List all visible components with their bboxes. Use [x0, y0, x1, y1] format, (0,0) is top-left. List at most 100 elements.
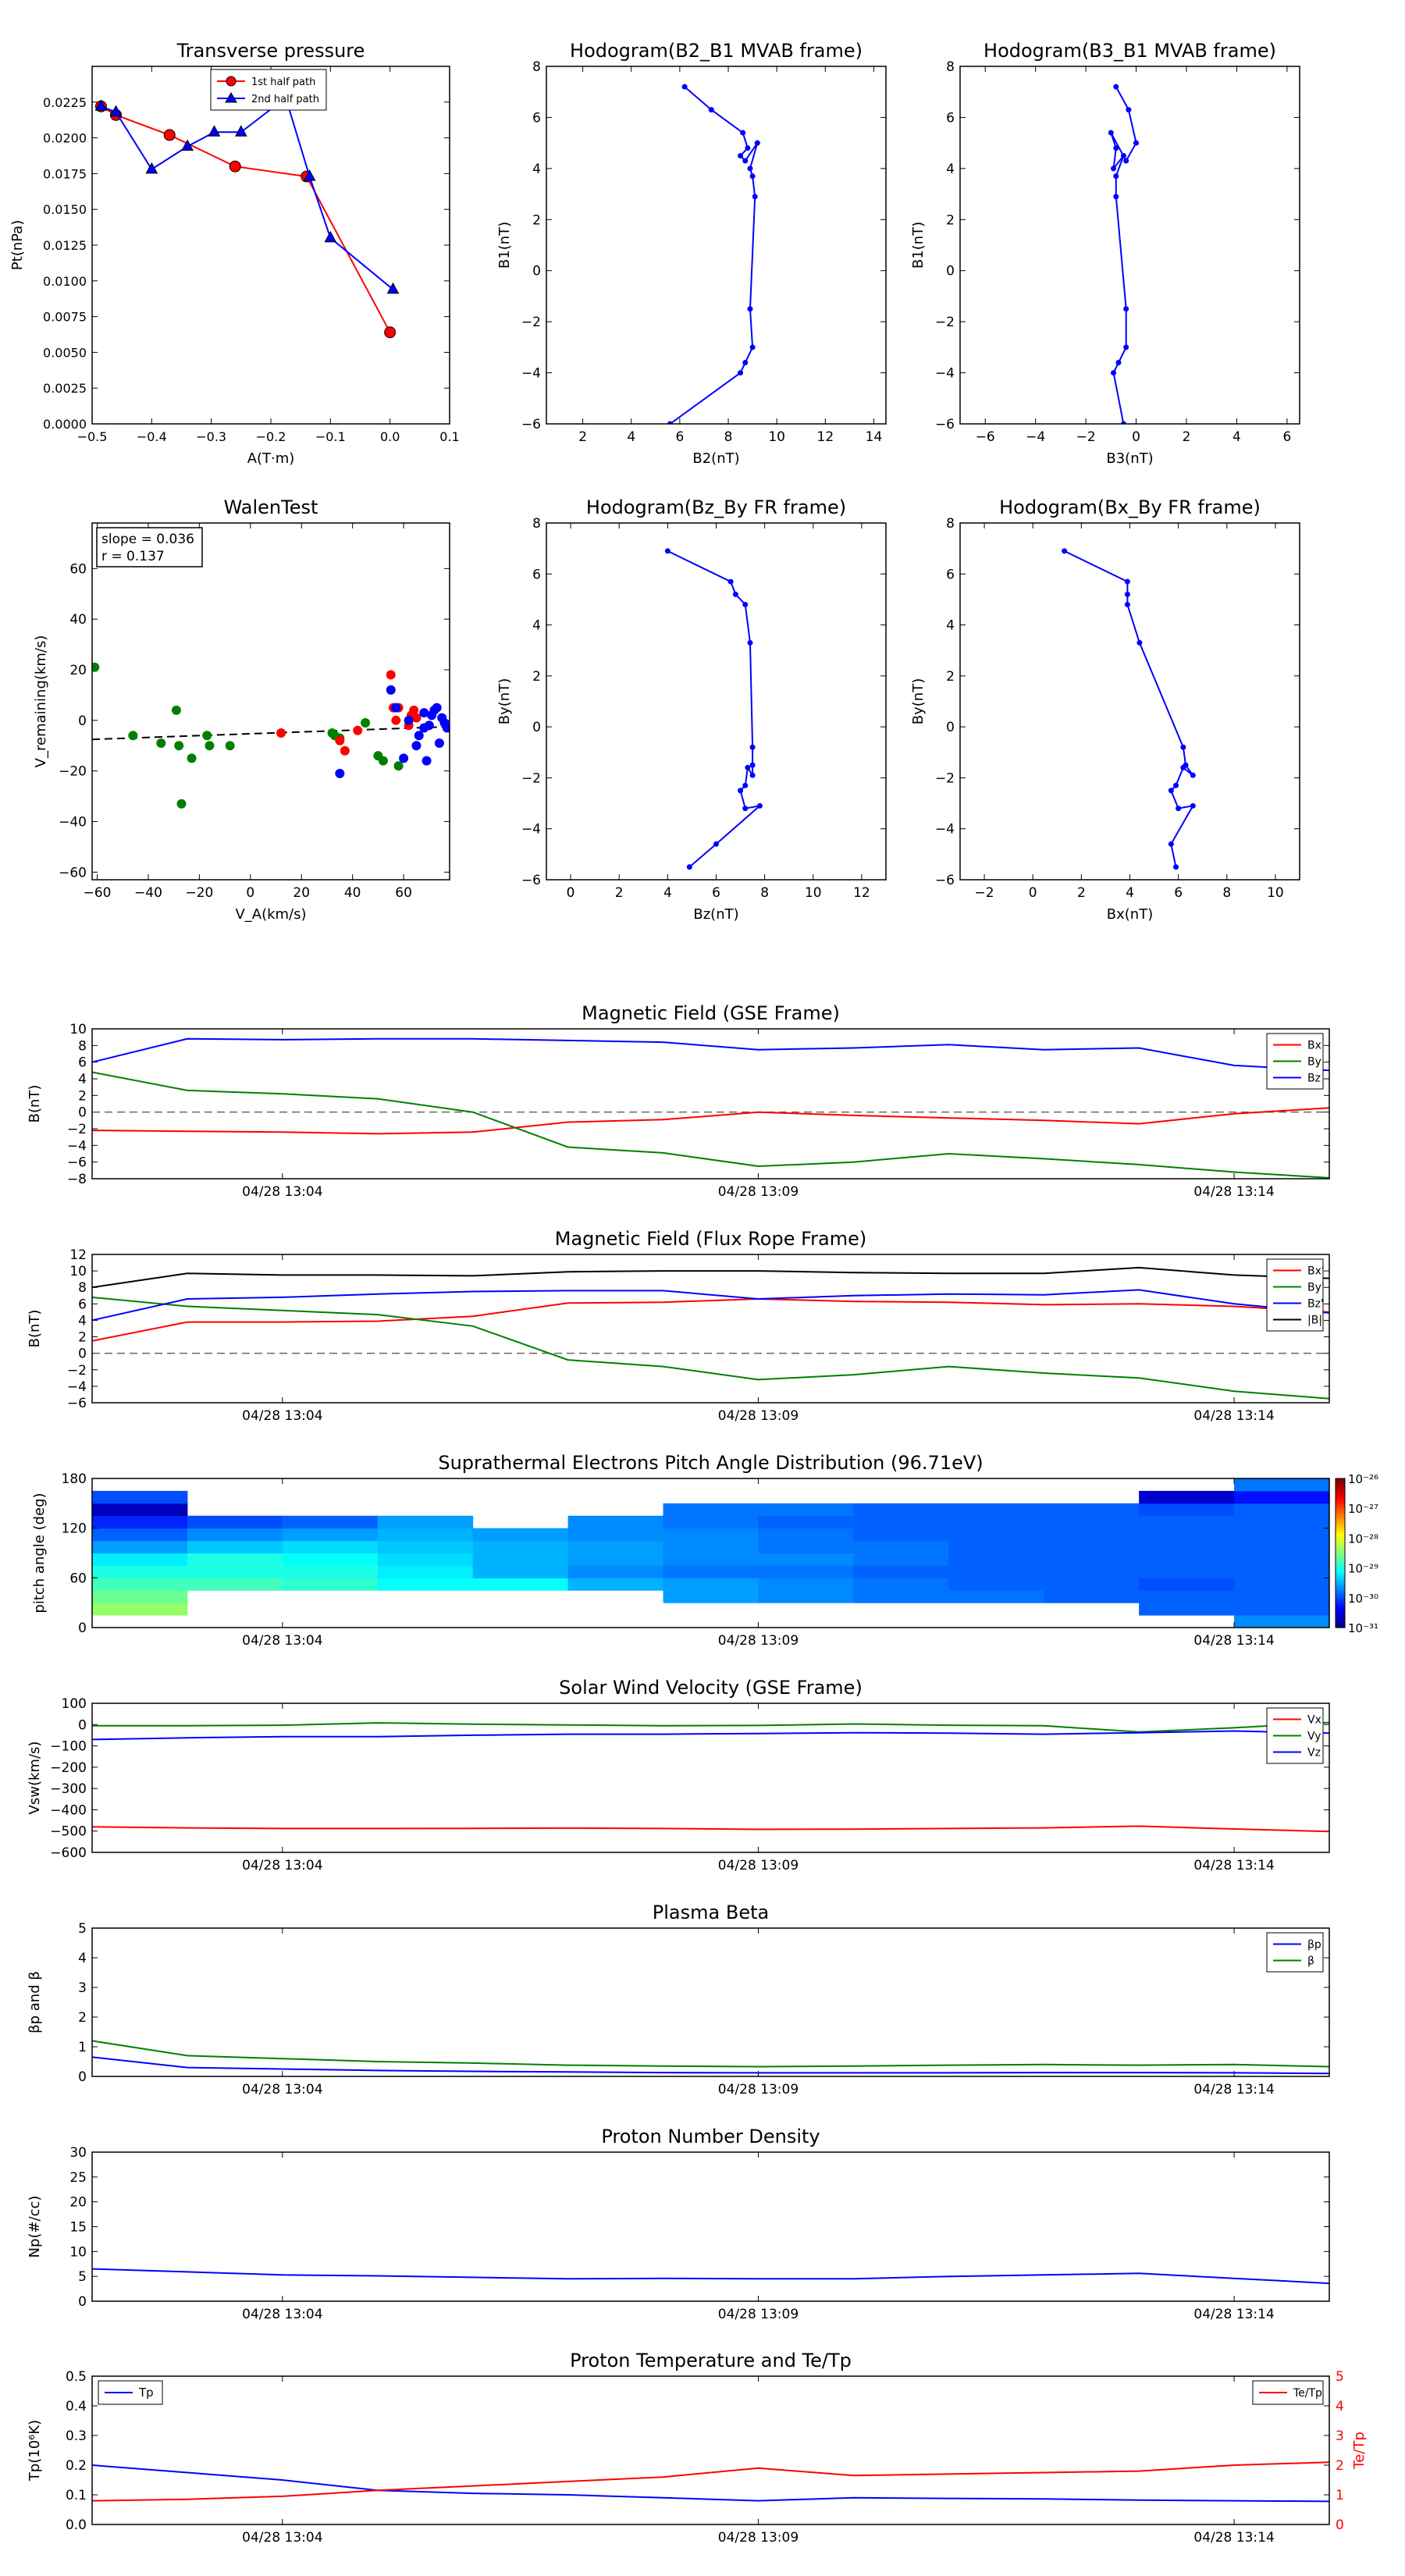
heatmap-cell — [948, 1578, 1044, 1591]
heatmap-cell — [948, 1590, 1044, 1603]
plot-frame — [91, 2151, 1330, 2302]
y-tick-label: 0.3 — [66, 2428, 87, 2444]
heatmap-cell — [663, 1528, 759, 1542]
heatmap-cell — [663, 1553, 759, 1566]
y2-tick-label: 2 — [1336, 2458, 1344, 2474]
y-tick-label: 0.2 — [66, 2458, 87, 2474]
x-tick-label: 04/28 13:09 — [718, 2082, 799, 2097]
heatmap-cell — [92, 1553, 188, 1566]
y-tick-label: −4 — [935, 366, 955, 382]
x-tick-label: 6 — [1282, 429, 1291, 445]
colorbar-segment — [1336, 1542, 1345, 1546]
data-point — [1108, 130, 1114, 136]
y-tick-label: −600 — [50, 1845, 87, 1861]
data-point — [1115, 359, 1122, 365]
data-point — [749, 762, 756, 768]
y-tick-label: 3 — [78, 1980, 87, 1996]
y-tick-label: 0.0025 — [43, 381, 87, 396]
y-tick-label: −400 — [50, 1802, 87, 1818]
colorbar-segment — [1336, 1557, 1345, 1561]
heatmap-cell — [567, 1515, 664, 1529]
x-tick-label: −4 — [1026, 429, 1045, 445]
y-tick-label: 20 — [69, 2195, 87, 2211]
heatmap-cell — [282, 1540, 379, 1553]
heatmap-cell — [1234, 1515, 1329, 1529]
heatmap-cell — [853, 1528, 949, 1542]
data-point — [361, 718, 371, 728]
r-annotation: r = 0.137 — [101, 549, 165, 564]
colorbar-label: 10⁻³¹ — [1348, 1621, 1378, 1635]
data-point — [742, 601, 749, 607]
colorbar-segment — [1336, 1553, 1345, 1557]
heatmap-cell — [758, 1553, 854, 1566]
series-line — [92, 1297, 1329, 1342]
y-tick-label: 4 — [78, 1313, 87, 1329]
heatmap-cell — [948, 1553, 1044, 1566]
data-point — [340, 745, 350, 756]
colorbar-segment — [1336, 1599, 1345, 1603]
colorbar-segment — [1336, 1567, 1345, 1571]
hodogram-line — [1064, 550, 1195, 867]
series-line — [92, 1289, 1329, 1322]
heatmap-cell — [472, 1553, 569, 1566]
x-tick-label: 2 — [615, 885, 624, 901]
colorbar-segment — [1336, 1533, 1345, 1536]
data-point — [747, 306, 753, 312]
x-tick-label: 6 — [1174, 885, 1183, 901]
legend-label: Te/Tp — [1293, 2387, 1322, 2400]
y-tick-label: 6 — [946, 567, 955, 582]
heatmap-cell — [758, 1503, 854, 1517]
data-point — [324, 230, 337, 243]
colorbar-segment — [1336, 1506, 1345, 1509]
data-point — [1124, 578, 1130, 585]
x-tick-label: 04/28 13:04 — [242, 1408, 322, 1424]
plot-area — [1108, 84, 1140, 424]
heatmap-cell — [1234, 1503, 1329, 1517]
colorbar-segment — [1336, 1500, 1345, 1504]
chart-title: WalenTest — [224, 496, 318, 518]
colorbar-segment — [1336, 1588, 1345, 1591]
chart-beta: Plasma Beta 04/28 13:04 04/28 13:09 04/28 1… — [27, 1902, 1330, 2097]
data-point — [378, 756, 388, 766]
y-tick-label: 20 — [69, 663, 87, 678]
legend-label: Bz' — [1307, 1298, 1324, 1311]
y-tick-label: 0 — [78, 2069, 87, 2085]
plot-frame — [91, 1703, 1330, 1853]
series-line — [92, 1825, 1329, 1833]
data-point — [399, 753, 409, 763]
plot-area — [92, 1266, 1329, 1400]
colorbar-segment — [1336, 1483, 1345, 1487]
heatmap-cell — [282, 1528, 379, 1542]
y-tick-label: −200 — [50, 1760, 87, 1776]
x-tick-label: 12 — [853, 885, 870, 901]
data-point — [92, 662, 100, 672]
heatmap-cell — [853, 1578, 949, 1591]
heatmap-cell — [92, 1503, 188, 1517]
x-tick-label: 04/28 13:04 — [242, 2307, 322, 2322]
chart-title: Suprathermal Electrons Pitch Angle Distr… — [438, 1452, 983, 1474]
x-tick-label: 04/28 13:09 — [718, 2530, 799, 2546]
heatmap-cell — [1139, 1565, 1235, 1578]
data-point — [1176, 806, 1182, 812]
y-tick-label: 0 — [946, 720, 955, 735]
plot-frame — [91, 1927, 1330, 2077]
y-tick-label: 6 — [78, 1055, 87, 1071]
y-tick-label: −2 — [935, 315, 955, 330]
y-tick-label: −4 — [935, 822, 955, 838]
legend-label: β — [1307, 1955, 1314, 1968]
y-tick-label: −8 — [67, 1172, 87, 1187]
colorbar-segment — [1336, 1605, 1345, 1609]
data-point — [749, 173, 756, 180]
heatmap-cell — [1044, 1553, 1140, 1566]
x-tick-label: 4 — [663, 885, 672, 901]
plot-area — [92, 1037, 1329, 1179]
series-line — [92, 1266, 1329, 1289]
y-tick-label: −6 — [521, 873, 541, 888]
data-point — [174, 741, 184, 751]
data-point — [419, 708, 429, 718]
colorbar-label: 10⁻²⁹ — [1348, 1562, 1378, 1576]
x-tick-label: 04/28 13:09 — [718, 1633, 799, 1649]
data-point — [742, 158, 749, 164]
heatmap-cell — [1139, 1540, 1235, 1553]
heatmap-cell — [853, 1503, 949, 1517]
